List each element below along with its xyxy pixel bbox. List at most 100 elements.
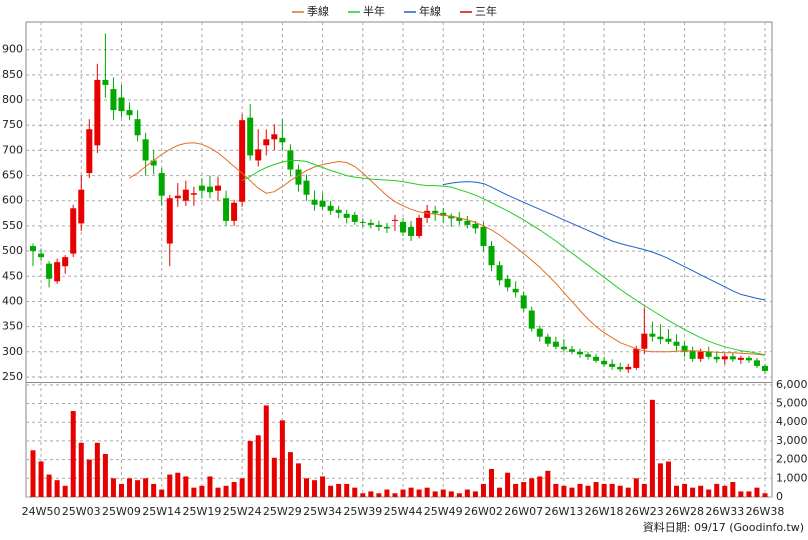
volume-bar <box>143 478 149 497</box>
x-tick-label: 25W49 <box>424 505 463 518</box>
volume-bar <box>392 493 398 497</box>
candle-body <box>182 189 189 201</box>
volume-bar <box>657 463 663 497</box>
volume-bar <box>456 493 462 497</box>
volume-bar <box>521 482 527 497</box>
volume-bar <box>722 485 728 497</box>
candle-body <box>62 257 69 267</box>
x-tick-label: 26W07 <box>504 505 543 518</box>
candle-body <box>303 180 310 195</box>
volume-bar <box>30 450 36 497</box>
candle-body <box>263 139 270 146</box>
y-tick-label: 300 <box>2 345 23 358</box>
candle-body <box>295 169 302 185</box>
candle-body <box>472 223 479 229</box>
volume-bar <box>46 474 52 497</box>
candle-body <box>617 366 624 370</box>
candle-body <box>158 173 165 196</box>
volume-bar <box>641 483 647 497</box>
candle-body <box>110 88 117 111</box>
y2-tick-label: 2,000 <box>776 453 808 466</box>
candle-body <box>585 354 592 357</box>
footer: 資料日期: 09/17 (Goodinfo.tw) <box>643 520 804 534</box>
volume-bar <box>110 478 116 497</box>
volume-bar <box>62 485 68 497</box>
candle-body <box>641 333 648 349</box>
volume-bar <box>38 461 44 497</box>
x-tick-label: 26W38 <box>746 505 785 518</box>
candle-body <box>343 213 350 218</box>
volume-bar <box>480 483 486 497</box>
volume-bar <box>601 483 607 497</box>
volume-bar <box>497 487 503 497</box>
candle-body <box>657 336 664 340</box>
x-tick-label: 25W24 <box>223 505 262 518</box>
x-tick-label: 26W28 <box>665 505 704 518</box>
volume-bar <box>151 483 157 497</box>
y-tick-label: 800 <box>2 93 23 106</box>
volume-bar <box>352 487 358 497</box>
volume-bar <box>320 476 326 497</box>
candle-body <box>762 365 768 371</box>
volume-bar <box>553 483 559 497</box>
y-tick-label: 850 <box>2 68 23 81</box>
candle-body <box>367 222 374 225</box>
candle-body <box>697 351 704 359</box>
volume-bar <box>271 457 277 497</box>
volume-bar <box>464 489 470 497</box>
y-tick-label: 350 <box>2 320 23 333</box>
volume-bar <box>762 493 768 497</box>
candle-body <box>391 219 398 221</box>
y2-tick-label: 0 <box>776 490 783 503</box>
candle-body <box>681 345 688 352</box>
x-tick-label: 24W50 <box>22 505 61 518</box>
x-tick-label: 26W02 <box>464 505 503 518</box>
candle-body <box>520 295 527 309</box>
volume-bar <box>207 476 213 497</box>
volume-bar <box>730 482 736 497</box>
volume-bar <box>223 485 229 497</box>
candle-body <box>287 150 294 170</box>
candle-body <box>496 265 503 281</box>
candle-body <box>544 336 551 344</box>
candle-body <box>38 253 45 258</box>
x-tick-label: 25W19 <box>182 505 221 518</box>
legend-label: 季線 <box>307 4 329 18</box>
candle-body <box>705 351 712 357</box>
volume-bar <box>247 440 253 497</box>
volume-bar <box>303 478 309 497</box>
volume-bar <box>215 487 221 497</box>
y2-tick-label: 6,000 <box>776 378 808 391</box>
volume-bar <box>625 487 631 497</box>
candle-body <box>633 348 640 368</box>
volume-bar <box>698 485 704 497</box>
volume-bar <box>400 489 406 497</box>
candle-body <box>649 333 656 337</box>
y-tick-label: 450 <box>2 269 23 282</box>
candle-body <box>255 149 262 161</box>
volume-bar <box>690 487 696 497</box>
volume-bar <box>609 483 615 497</box>
volume-bar <box>416 489 422 497</box>
candle-body <box>512 288 519 293</box>
candle-body <box>327 205 334 211</box>
candle-body <box>416 217 423 236</box>
volume-bar <box>633 478 639 497</box>
candle-body <box>721 356 728 360</box>
volume-bar <box>472 491 478 497</box>
volume-bar <box>665 461 671 497</box>
volume-bar <box>368 491 374 497</box>
candle-body <box>142 139 149 161</box>
candle-body <box>480 226 487 247</box>
volume-bar <box>94 442 100 497</box>
candle-body <box>150 160 157 166</box>
candle-body <box>223 198 230 221</box>
candle-body <box>456 217 463 221</box>
y-tick-label: 750 <box>2 118 23 131</box>
y-tick-label: 400 <box>2 294 23 307</box>
candle-body <box>464 220 471 225</box>
volume-bar <box>505 472 511 497</box>
candle-body <box>190 193 197 195</box>
volume-bar <box>376 493 382 497</box>
candle-body <box>560 346 567 350</box>
